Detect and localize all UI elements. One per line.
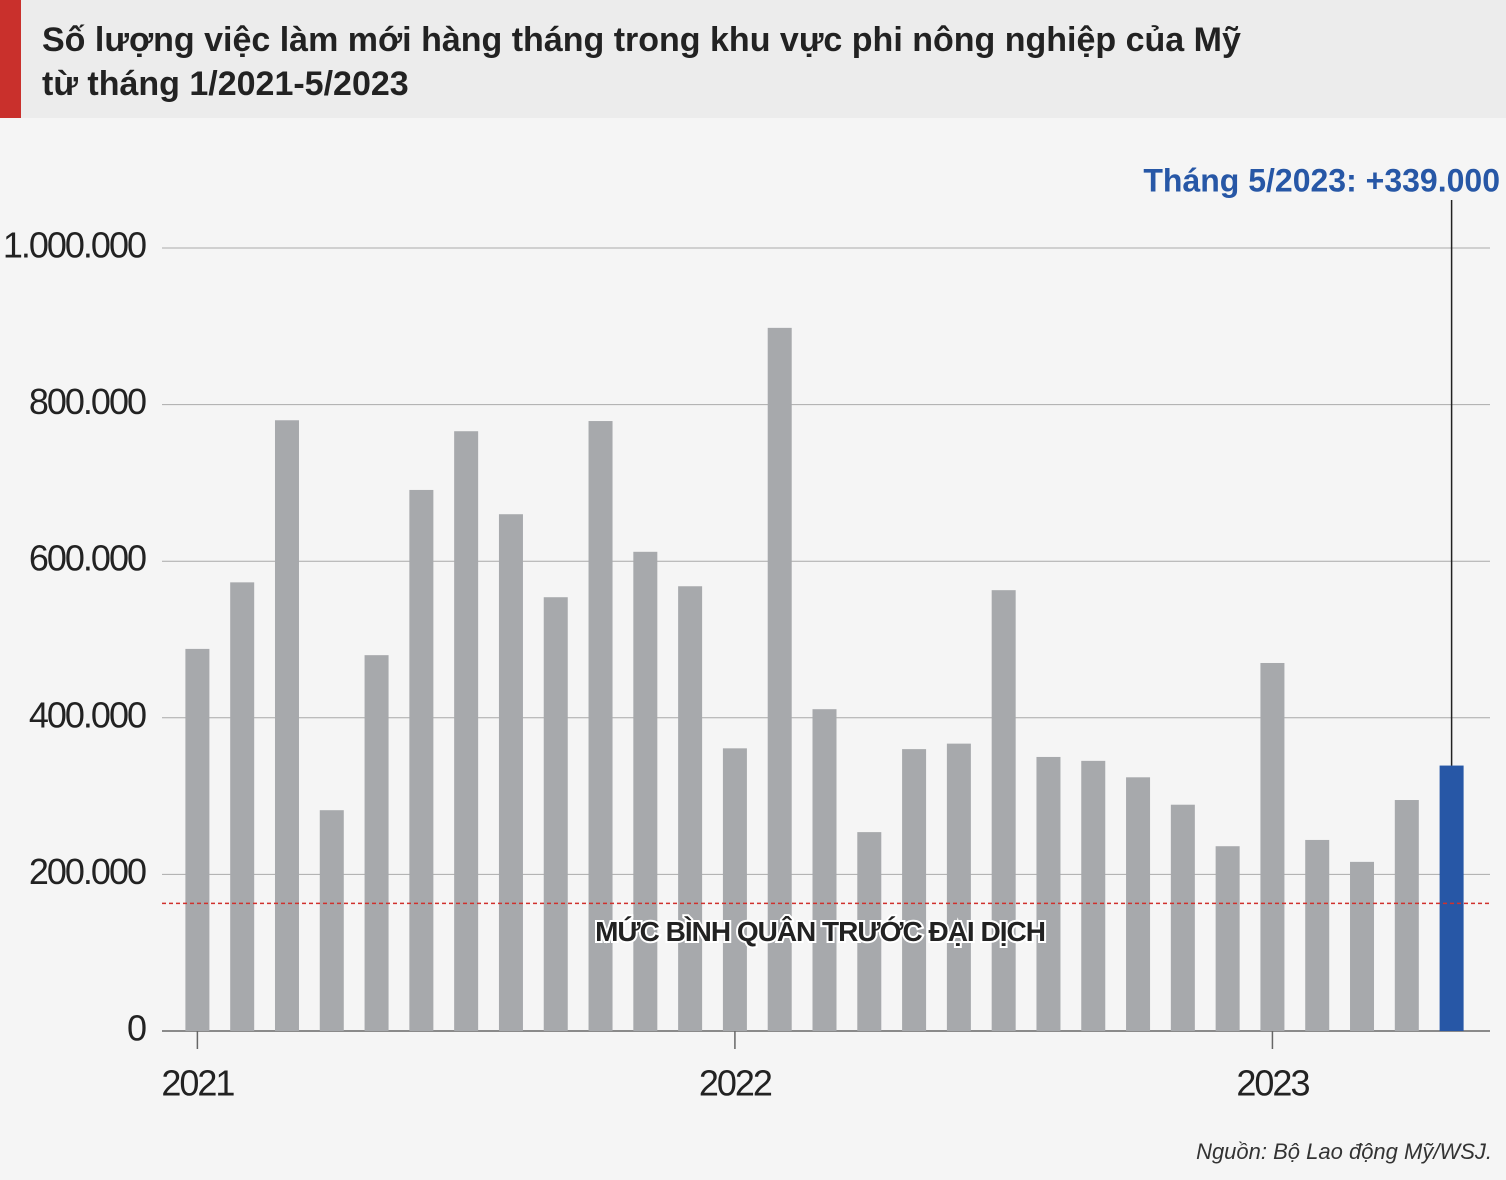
bar [1215,846,1240,1031]
y-tick-label: 400.000 [29,694,146,735]
bar [1170,804,1195,1031]
chart-title: Số lượng việc làm mới hàng tháng trong k… [42,21,1241,59]
bar [678,586,703,1031]
bar [722,748,747,1031]
y-tick-label: 800.000 [29,381,146,422]
source: Nguồn: Bộ Lao động Mỹ/WSJ. [1196,1139,1492,1164]
bar [1081,760,1106,1031]
y-tick-label: 200.000 [29,851,146,892]
reference-label: MỨC BÌNH QUÂN TRƯỚC ĐẠI DỊCH [595,916,1045,947]
bar [991,590,1016,1031]
bar [946,743,971,1031]
bar [185,648,210,1031]
bar [1260,662,1285,1031]
title-accent [0,0,21,118]
bar [409,489,434,1031]
bar [812,709,837,1031]
bar [633,551,658,1031]
bar [1036,756,1061,1031]
bar [588,421,613,1032]
chart-title: từ tháng 1/2021-5/2023 [42,65,409,103]
bar [454,431,479,1031]
y-tick-label: 1.000.000 [3,225,146,266]
y-tick-label: 600.000 [29,538,146,579]
bar [902,749,927,1031]
annotation: Tháng 5/2023: +339.000 [1143,162,1500,198]
x-tick-label: 2021 [161,1063,234,1104]
bar [1439,765,1464,1031]
y-tick-label: 0 [127,1008,146,1049]
x-tick-label: 2022 [699,1063,772,1104]
bar [274,420,299,1031]
bar [857,832,882,1031]
bar [319,810,344,1031]
bar [543,597,568,1031]
bar [1350,861,1375,1031]
title-band [0,0,1506,118]
bar [1394,800,1419,1031]
bar [767,327,792,1032]
bar [1305,839,1330,1031]
bar [1126,777,1151,1031]
bar [498,514,523,1031]
bar [364,655,389,1031]
bar [230,582,255,1031]
x-tick-label: 2023 [1236,1063,1309,1104]
